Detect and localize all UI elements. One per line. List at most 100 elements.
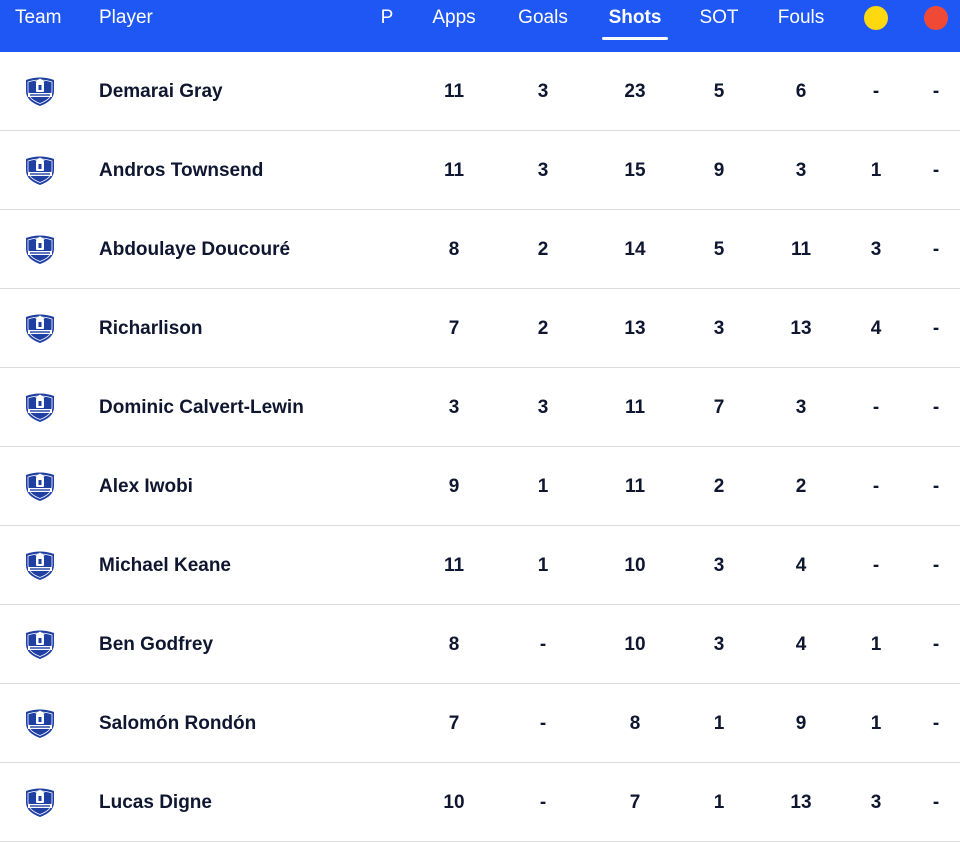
player-name[interactable]: Ben Godfrey: [99, 634, 214, 655]
yellow-cards-cell: 1: [870, 160, 882, 181]
table-row[interactable]: Andros Townsend 11 3 15 9 3 1 -: [0, 131, 960, 210]
yellow-cards-cell: 4: [870, 318, 882, 339]
sot-cell: 5: [713, 239, 725, 260]
player-name[interactable]: Salomón Rondón: [99, 713, 257, 734]
fouls-cell: 9: [795, 713, 807, 734]
red-cards-cell: -: [932, 318, 940, 339]
player-name[interactable]: Richarlison: [99, 318, 203, 339]
goals-cell: 3: [537, 160, 549, 181]
player-name[interactable]: Dominic Calvert-Lewin: [99, 397, 304, 418]
team-crest-icon: [23, 706, 57, 740]
team-crest-icon: [23, 390, 57, 424]
table-row[interactable]: Salomón Rondón 7 - 8 1 9 1 -: [0, 684, 960, 763]
fouls-cell: 11: [790, 239, 812, 260]
fouls-cell: 4: [795, 634, 807, 655]
table-row[interactable]: Michael Keane 11 1 10 3 4- -: [0, 526, 960, 605]
team-crest-icon: [23, 74, 57, 108]
shots-cell: 23: [624, 81, 646, 102]
yellow-cards-cell: -: [872, 397, 880, 418]
column-header-player[interactable]: Player: [99, 7, 153, 28]
yellow-cards-cell: 1: [870, 713, 882, 734]
yellow-cards-cell: -: [872, 476, 880, 497]
apps-cell: 3: [448, 397, 460, 418]
column-header-apps[interactable]: Apps: [432, 7, 476, 28]
goals-cell: 2: [537, 239, 549, 260]
table-row[interactable]: Richarlison 7 2 13 3 13 4 -: [0, 289, 960, 368]
player-name[interactable]: Lucas Digne: [99, 792, 212, 813]
goals-cell: 3: [537, 81, 549, 102]
shots-cell: 11: [624, 476, 646, 497]
table-header: Team Player P Apps Goals Shots SOT Fouls: [0, 0, 960, 52]
apps-cell: 11: [443, 160, 465, 181]
yellow-cards-cell: -: [872, 555, 880, 576]
shots-cell: 11: [624, 397, 646, 418]
table-row[interactable]: Dominic Calvert-Lewin 3 3 11 7 3 - -: [0, 368, 960, 447]
shots-cell: 10: [624, 634, 646, 655]
shots-cell: 15: [624, 160, 646, 181]
goals-cell: 2: [537, 318, 549, 339]
player-name[interactable]: Alex Iwobi: [99, 476, 193, 497]
player-name[interactable]: Demarai Gray: [99, 81, 223, 102]
red-cards-cell: -: [932, 713, 940, 734]
yellow-cards-cell: 1: [870, 634, 882, 655]
fouls-cell: 3: [795, 397, 807, 418]
sot-cell: 3: [713, 318, 725, 339]
apps-cell: 7: [448, 713, 460, 734]
fouls-cell: 13: [790, 792, 812, 813]
yellow-cards-cell: -: [872, 81, 880, 102]
fouls-cell: 13: [790, 318, 812, 339]
table-row[interactable]: Ben Godfrey 8 - 10 3 4 1 -: [0, 605, 960, 684]
apps-cell: 11: [443, 555, 465, 576]
player-name[interactable]: Andros Townsend: [99, 160, 264, 181]
yellow-cards-cell: 3: [870, 792, 882, 813]
table-row[interactable]: Demarai Gray 11 3 23 5 6 - -: [0, 52, 960, 131]
fouls-cell: 2: [795, 476, 807, 497]
goals-cell: 3: [537, 397, 549, 418]
fouls-cell: 6: [795, 81, 807, 102]
table-row[interactable]: Lucas Digne 10 - 7 1 13 3 -: [0, 763, 960, 842]
red-cards-cell: -: [932, 397, 940, 418]
shots-cell: 7: [629, 792, 641, 813]
fouls-cell: 3: [795, 160, 807, 181]
team-crest-icon: [23, 785, 57, 819]
goals-cell: -: [539, 713, 547, 734]
goals-cell: 1: [537, 476, 549, 497]
sot-cell: 2: [713, 476, 725, 497]
table-row[interactable]: Alex Iwobi 9 1 11 2 2- -: [0, 447, 960, 526]
column-header-position[interactable]: P: [380, 7, 394, 28]
column-header-goals[interactable]: Goals: [518, 7, 568, 28]
apps-cell: 8: [448, 239, 460, 260]
red-cards-cell: -: [932, 634, 940, 655]
table-body: Demarai Gray 11 3 23 5 6- - Andros Townsend 11 3 1…: [0, 52, 960, 842]
column-header-sot[interactable]: SOT: [699, 7, 739, 28]
apps-cell: 11: [443, 81, 465, 102]
red-cards-cell: -: [932, 792, 940, 813]
sot-cell: 1: [713, 713, 725, 734]
team-crest-icon: [23, 627, 57, 661]
shots-cell: 14: [624, 239, 646, 260]
sot-cell: 9: [713, 160, 725, 181]
sot-cell: 7: [713, 397, 725, 418]
sot-cell: 3: [713, 634, 725, 655]
apps-cell: 9: [448, 476, 460, 497]
goals-cell: -: [539, 634, 547, 655]
column-header-shots[interactable]: Shots: [608, 7, 662, 28]
player-name[interactable]: Michael Keane: [99, 555, 231, 576]
shots-cell: 10: [624, 555, 646, 576]
yellow-card-icon[interactable]: [864, 6, 888, 30]
active-sort-indicator: [602, 37, 668, 40]
fouls-cell: 4: [795, 555, 807, 576]
red-card-icon[interactable]: [924, 6, 948, 30]
column-header-fouls[interactable]: Fouls: [777, 7, 825, 28]
table-row[interactable]: Abdoulaye Doucouré 8 2 14 5 11 3 -: [0, 210, 960, 289]
player-name[interactable]: Abdoulaye Doucouré: [99, 239, 291, 260]
team-crest-icon: [23, 311, 57, 345]
team-crest-icon: [23, 153, 57, 187]
apps-cell: 10: [443, 792, 465, 813]
sot-cell: 3: [713, 555, 725, 576]
sot-cell: 5: [713, 81, 725, 102]
apps-cell: 7: [448, 318, 460, 339]
apps-cell: 8: [448, 634, 460, 655]
column-header-team[interactable]: Team: [15, 7, 62, 28]
